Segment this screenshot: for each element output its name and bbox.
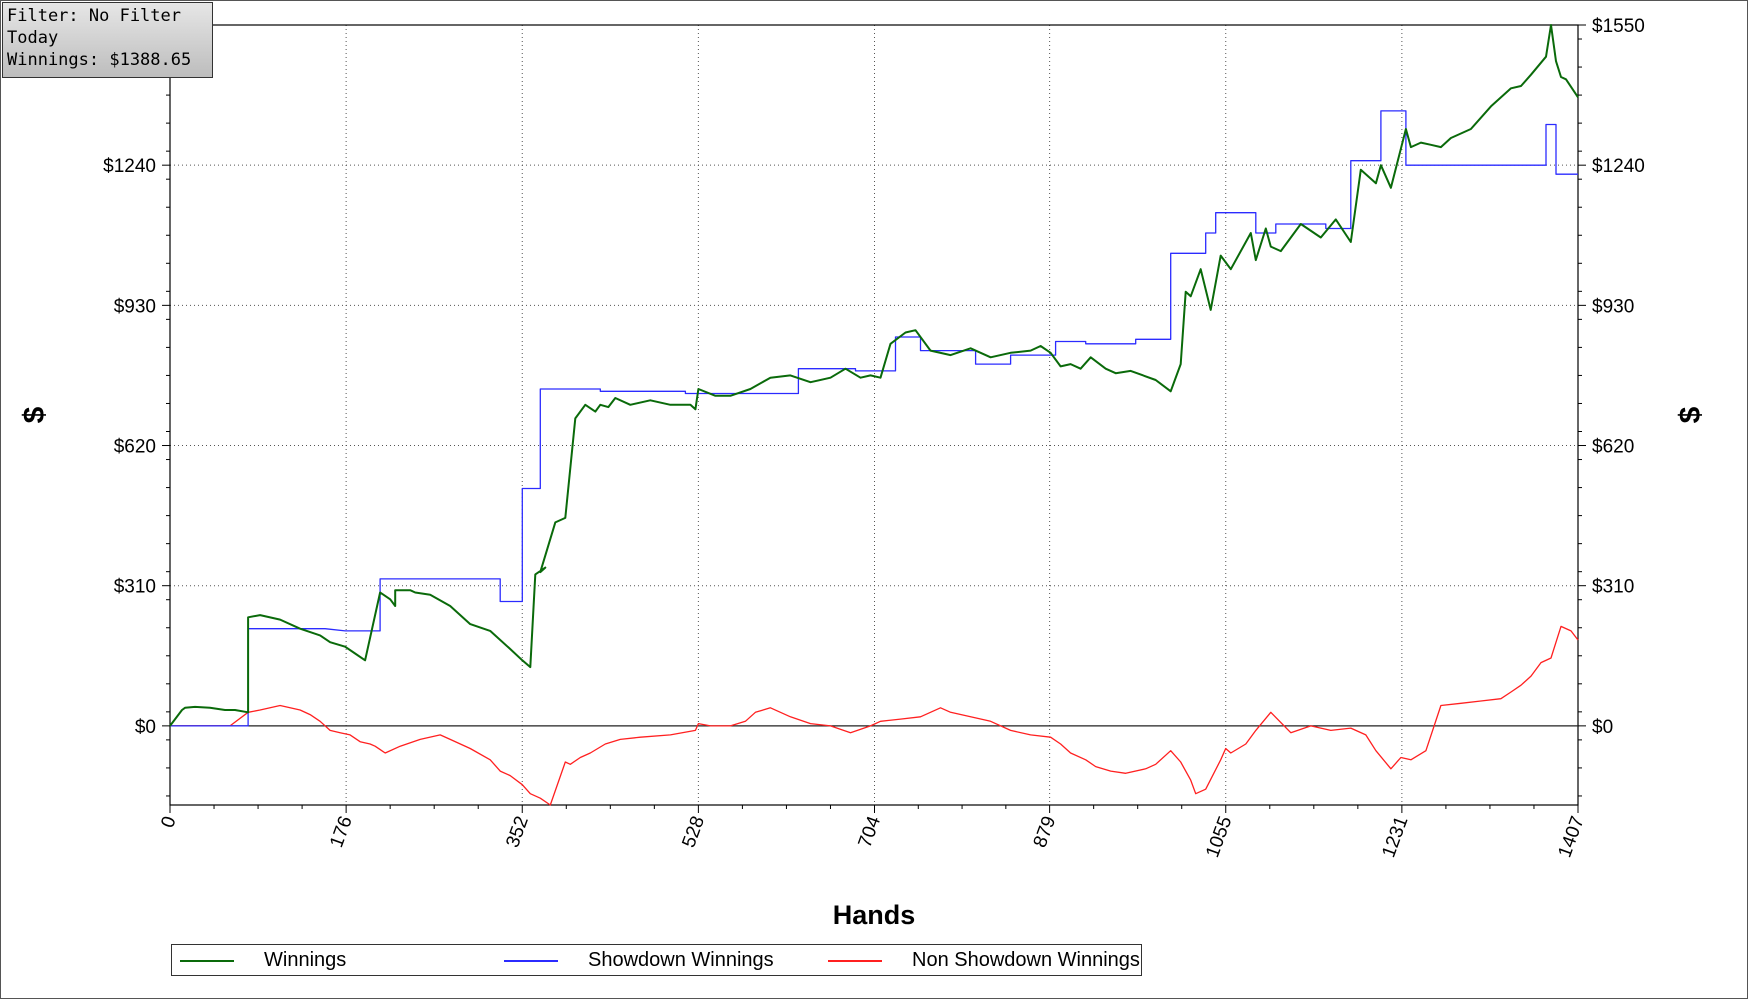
x-tick-label: 528 — [678, 814, 709, 851]
series-line-winnings — [169, 24, 1579, 727]
legend-item-showdown-winnings: Showdown Winnings — [504, 945, 774, 975]
y-tick-label-right: $930 — [1592, 296, 1634, 317]
y-tick-label-right: $310 — [1592, 577, 1634, 598]
x-tick-label: 0 — [157, 814, 180, 831]
y-tick-label-right: $620 — [1592, 437, 1634, 458]
legend-swatch-non-showdown — [828, 959, 882, 962]
y-tick-label-left: $930 — [114, 296, 156, 317]
grid — [170, 25, 1578, 805]
x-tick-label: 879 — [1030, 814, 1061, 851]
legend-label-showdown: Showdown Winnings — [588, 949, 774, 971]
x-tick-label: 704 — [855, 813, 886, 850]
legend-label-non-showdown: Non Showdown Winnings — [912, 949, 1140, 971]
x-tick-label: 352 — [502, 814, 533, 851]
x-tick-label: 176 — [326, 814, 357, 851]
series-line-showdown-winnings — [170, 110, 1578, 727]
legend-swatch-winnings — [180, 959, 234, 962]
legend-item-non-showdown-winnings: Non Showdown Winnings — [828, 945, 1140, 975]
y-axis-label-right: $ — [1674, 406, 1707, 423]
y-tick-label-right: $1240 — [1592, 156, 1645, 177]
y-tick-label-left: $1240 — [103, 156, 156, 177]
legend-swatch-showdown — [504, 959, 558, 962]
plot-area — [169, 24, 1579, 806]
x-tick-label: 1231 — [1378, 814, 1412, 861]
y-tick-label-right: $0 — [1592, 717, 1613, 738]
x-tick-label: 1407 — [1555, 814, 1589, 861]
y-tick-label-right: $1550 — [1592, 16, 1645, 37]
y-tick-label-left: $310 — [114, 577, 156, 598]
period-text: Today — [7, 28, 59, 48]
filter-info-box: Filter: No Filter Today Winnings: $1388.… — [2, 2, 213, 78]
axes: 0 176 352 528 704 879 1055 1231 1407 $0 $0 $310 $310… — [103, 16, 1645, 860]
legend-item-winnings: Winnings — [180, 945, 346, 975]
winnings-total-text: Winnings: $1388.65 — [7, 50, 192, 70]
y-axis-label-left: $ — [18, 406, 51, 423]
y-tick-label-left: $620 — [114, 437, 156, 458]
x-tick-label: 1055 — [1202, 814, 1236, 861]
series — [169, 24, 1579, 806]
x-axis-label: Hands — [833, 900, 916, 930]
legend-label-winnings: Winnings — [264, 949, 347, 971]
legend: Winnings Showdown Winnings Non Showdown … — [171, 944, 1142, 976]
y-tick-label-left: $0 — [135, 717, 156, 738]
filter-text: Filter: No Filter — [7, 6, 181, 26]
series-line-non-showdown-winnings — [170, 625, 1579, 806]
